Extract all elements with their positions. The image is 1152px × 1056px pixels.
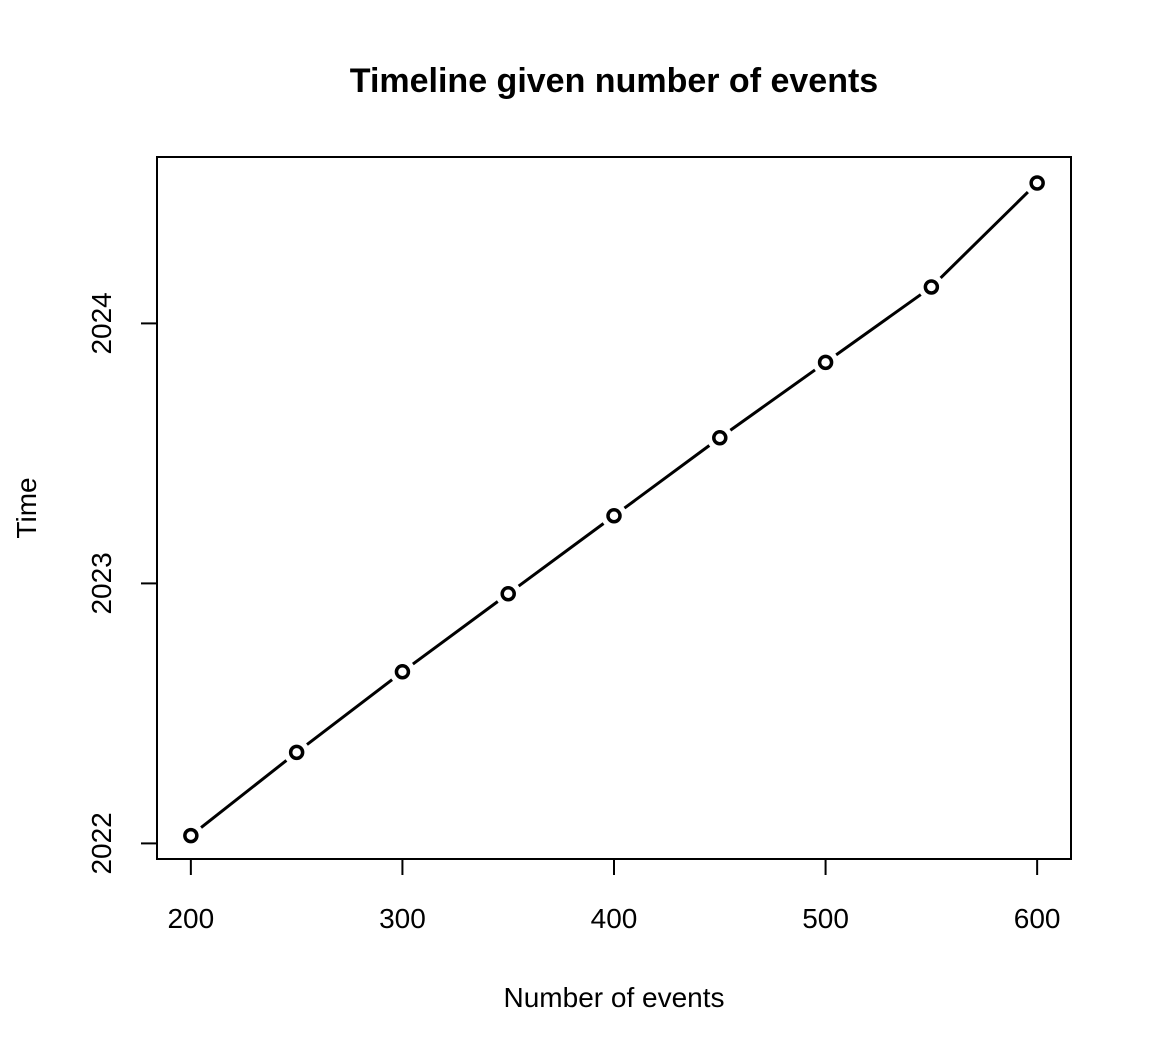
series-line-segment [835, 293, 922, 357]
data-point [500, 586, 516, 602]
data-series [183, 175, 1045, 844]
series-line-segment [939, 191, 1029, 279]
series-line-segment [200, 759, 288, 829]
x-tick-label: 500 [802, 903, 849, 934]
x-tick-label: 300 [379, 903, 426, 934]
y-tick-label: 2023 [86, 552, 117, 614]
data-point [817, 354, 834, 371]
data-point [923, 279, 940, 295]
x-axis-label: Number of events [504, 982, 725, 1013]
series-line-segment [411, 600, 499, 666]
data-point [394, 664, 411, 680]
series-line-segment [517, 522, 605, 588]
series-line-segment [729, 368, 816, 432]
y-tick-label: 2022 [86, 812, 117, 874]
series-line-segment [306, 678, 393, 746]
data-point [288, 744, 305, 761]
x-tick-label: 600 [1014, 903, 1061, 934]
x-tick-label: 400 [591, 903, 638, 934]
y-axis-label: Time [11, 477, 42, 538]
x-tick-label: 200 [167, 903, 214, 934]
y-tick-label: 2024 [86, 292, 117, 354]
x-axis: 200 300 400 500 600 [167, 858, 1061, 934]
chart-title: Timeline given number of events [350, 62, 878, 100]
y-axis: 2022 2023 2024 [86, 292, 158, 875]
data-point [606, 508, 622, 524]
data-point [183, 827, 199, 844]
data-point [712, 430, 728, 446]
series-line-segment [623, 444, 711, 510]
data-point [1029, 175, 1045, 191]
